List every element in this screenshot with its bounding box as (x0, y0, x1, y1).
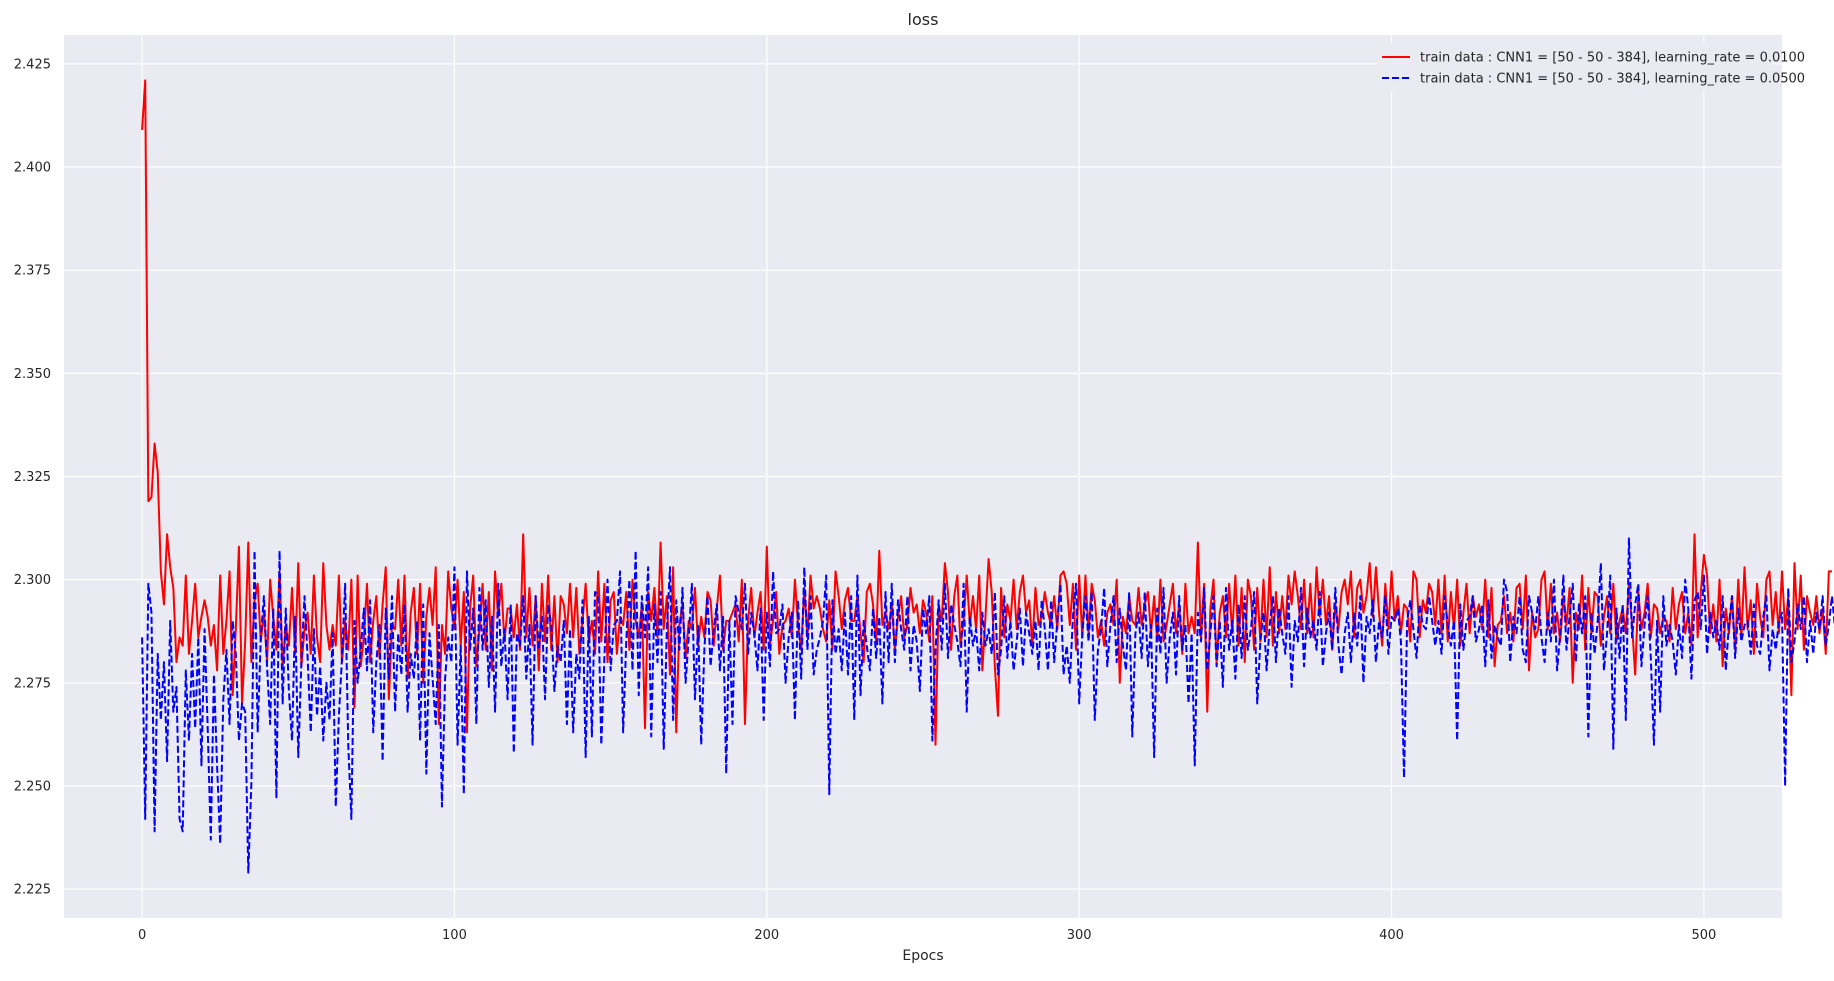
x-axis-label: Epocs (902, 948, 943, 964)
x-tick-label: 200 (754, 928, 779, 943)
legend: train data : CNN1 = [50 - 50 - 384], lea… (1377, 43, 1805, 91)
y-tick-label: 2.350 (14, 367, 51, 382)
legend-label-series-2: train data : CNN1 = [50 - 50 - 384], lea… (1420, 72, 1805, 87)
y-tick-label: 2.300 (14, 573, 51, 588)
y-tick-label: 2.275 (14, 676, 51, 691)
gridlines (64, 35, 1782, 918)
series-line-2 (141, 537, 1834, 874)
legend-label-series-1: train data : CNN1 = [50 - 50 - 384], lea… (1420, 51, 1805, 66)
y-tick-label: 2.325 (14, 470, 51, 485)
x-tick-label: 400 (1379, 928, 1404, 943)
chart-title: loss (908, 10, 939, 29)
x-tick-label: 0 (138, 928, 146, 943)
x-tick-label: 300 (1067, 928, 1092, 943)
axis-ticks: 0 100 200 300 400 500 2.225 2.250 2.275 2.300 2.32… (14, 57, 1717, 943)
y-tick-label: 2.225 (14, 883, 51, 898)
x-tick-label: 100 (442, 928, 467, 943)
legend-box (1377, 43, 1772, 91)
y-tick-label: 2.425 (14, 57, 51, 72)
y-tick-label: 2.375 (14, 264, 51, 279)
series-layer (141, 79, 1834, 874)
y-tick-label: 2.250 (14, 779, 51, 794)
y-tick-label: 2.400 (14, 161, 51, 176)
x-tick-label: 500 (1691, 928, 1716, 943)
